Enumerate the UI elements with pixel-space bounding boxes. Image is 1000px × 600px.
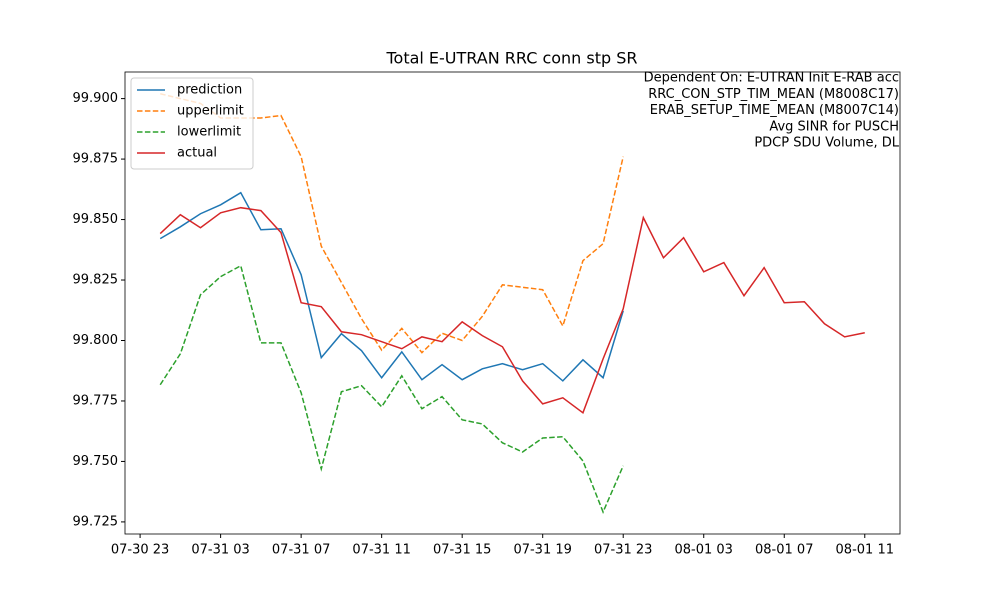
annotation: RRC_CON_STP_TIM_MEAN (M8008C17) [648, 87, 899, 102]
annotation: PDCP SDU Volume, DL [754, 136, 899, 151]
series-line [159, 191, 624, 382]
y-tick-label: 99.800 [73, 333, 119, 348]
series-line [159, 264, 624, 514]
plot-frame [124, 71, 901, 535]
y-tick-label: 99.900 [73, 91, 119, 106]
x-tick-label: 07-31 07 [272, 543, 330, 558]
x-tick-label: 07-31 23 [594, 543, 652, 558]
y-tick-label: 99.725 [73, 514, 119, 529]
y-tick-label: 99.775 [73, 393, 119, 408]
chart-title: Total E-UTRAN RRC conn stp SR [385, 49, 637, 68]
y-tick-label: 99.825 [73, 273, 119, 288]
x-tick-label: 07-31 15 [433, 543, 491, 558]
annotation: ERAB_SETUP_TIME_MEAN (M8007C14) [650, 103, 899, 118]
x-tick-label: 08-01 11 [836, 543, 894, 558]
y-tick-label: 99.850 [73, 212, 119, 227]
legend-label: actual [177, 146, 217, 161]
legend-label: upperlimit [177, 104, 244, 119]
x-tick-label: 07-31 11 [352, 543, 410, 558]
annotation: Avg SINR for PUSCH [769, 119, 899, 134]
x-tick-label: 07-31 03 [191, 543, 249, 558]
x-tick-label: 07-31 19 [513, 543, 571, 558]
x-tick-label: 07-30 23 [111, 543, 169, 558]
series-line [159, 206, 865, 415]
legend-label: lowerlimit [177, 125, 241, 140]
x-tick-label: 08-01 07 [755, 543, 813, 558]
annotation: Dependent On: E-UTRAN Init E-RAB acc [644, 71, 899, 86]
x-tick-label: 08-01 03 [675, 543, 733, 558]
legend-label: prediction [177, 83, 242, 98]
legend-box [130, 77, 254, 170]
y-tick-label: 99.875 [73, 152, 119, 167]
y-tick-label: 99.750 [73, 454, 119, 469]
